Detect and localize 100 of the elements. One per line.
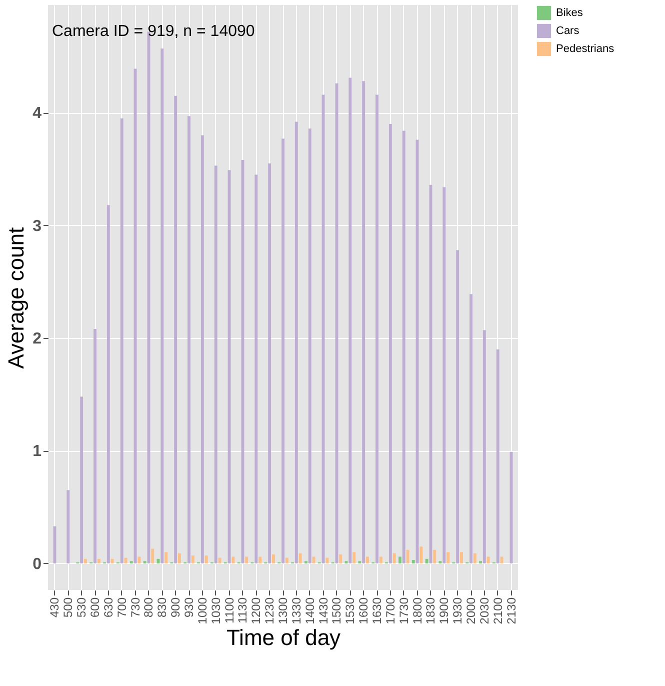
bar xyxy=(120,118,124,564)
bar xyxy=(294,122,298,564)
bar xyxy=(429,184,432,564)
x-tick-label: 2130 xyxy=(504,597,518,624)
bar xyxy=(80,396,84,564)
bar xyxy=(456,250,460,564)
x-tick-label: 1800 xyxy=(410,597,424,624)
bar xyxy=(84,558,87,564)
x-tick-label: 1630 xyxy=(370,597,384,624)
bar xyxy=(473,553,476,564)
bar xyxy=(191,556,194,564)
bar xyxy=(151,548,154,564)
x-tick-label: 1530 xyxy=(343,597,358,624)
bar xyxy=(298,553,302,564)
x-tick-label: 1930 xyxy=(450,597,465,624)
bar xyxy=(241,160,244,564)
x-tick-label: 2000 xyxy=(464,597,478,624)
bar xyxy=(376,94,378,564)
x-tick-label: 630 xyxy=(101,597,116,618)
x-axis-title: Time of day xyxy=(226,625,341,650)
bar xyxy=(388,124,392,564)
x-tick-label: 2030 xyxy=(477,597,492,624)
x-tick-label: 1100 xyxy=(222,597,236,624)
bar xyxy=(442,187,446,564)
bar xyxy=(282,138,284,564)
bar xyxy=(392,553,396,564)
y-axis-title: Average count xyxy=(4,227,29,369)
bar xyxy=(362,81,366,564)
annotation: Camera ID = 919, n = 14090 xyxy=(52,23,255,40)
x-tick-label: 1200 xyxy=(249,597,264,624)
bar xyxy=(228,170,231,564)
bar xyxy=(97,558,100,564)
bar xyxy=(482,330,486,564)
x-tick-label: 430 xyxy=(48,597,62,618)
x-tick-label: 1330 xyxy=(289,597,304,624)
bar xyxy=(66,490,70,564)
x-tick-label: 1900 xyxy=(437,597,452,624)
x-tick-label: 1830 xyxy=(424,597,438,624)
bar xyxy=(106,205,110,564)
bar xyxy=(412,560,415,564)
bar xyxy=(460,552,463,564)
bar xyxy=(285,558,288,564)
x-tick-label: 600 xyxy=(88,597,102,618)
x-tick-label: 530 xyxy=(74,597,89,618)
bar xyxy=(178,553,181,564)
x-tick-label: 1030 xyxy=(208,597,223,624)
bar xyxy=(254,174,258,564)
x-tick-label: 1000 xyxy=(195,597,210,624)
bar xyxy=(352,552,356,564)
bar xyxy=(200,135,204,564)
bar xyxy=(425,558,428,564)
bar xyxy=(164,552,168,564)
bar xyxy=(138,556,141,564)
bar xyxy=(188,116,190,564)
bar xyxy=(258,556,262,564)
bar xyxy=(339,554,342,564)
bar xyxy=(496,349,500,564)
bar xyxy=(366,556,369,564)
x-tick-label: 1230 xyxy=(262,597,277,624)
x-tick-label: 1500 xyxy=(330,597,344,624)
bar xyxy=(160,48,164,564)
bar xyxy=(322,94,325,564)
bar xyxy=(204,556,208,564)
x-tick-label: 1730 xyxy=(396,597,411,624)
legend-label: Cars xyxy=(556,25,580,37)
bar xyxy=(416,140,419,564)
legend-label: Bikes xyxy=(556,7,584,19)
bar xyxy=(174,96,178,564)
x-tick-label: 2100 xyxy=(490,597,505,624)
bar xyxy=(268,163,272,564)
bar xyxy=(326,558,329,564)
x-tick-label: 930 xyxy=(182,597,196,618)
y-tick-label: 3 xyxy=(32,218,42,235)
y-tick-label: 0 xyxy=(32,556,42,573)
x-tick-label: 1400 xyxy=(302,597,317,624)
bar xyxy=(420,546,423,564)
bar xyxy=(308,128,312,564)
x-tick-label: 900 xyxy=(168,597,183,618)
x-tick-label: 730 xyxy=(128,597,142,618)
bar xyxy=(348,78,352,564)
x-tick-label: 1430 xyxy=(316,597,330,624)
bar xyxy=(433,550,436,564)
bar xyxy=(470,294,472,564)
x-tick-label: 500 xyxy=(61,597,76,618)
bar xyxy=(214,166,218,564)
bar xyxy=(379,556,382,564)
bar xyxy=(94,329,96,564)
x-tick-label: 1600 xyxy=(356,597,371,624)
y-tick-label: 1 xyxy=(32,443,42,460)
bar xyxy=(245,556,248,564)
x-tick-label: 1300 xyxy=(276,597,290,624)
bar xyxy=(335,83,338,564)
bar xyxy=(398,556,402,564)
bar xyxy=(510,452,513,564)
bar xyxy=(446,552,450,564)
x-tick-label: 830 xyxy=(155,597,170,618)
y-tick-label: 2 xyxy=(32,330,42,348)
x-tick-label: 1130 xyxy=(236,597,250,624)
bar xyxy=(134,68,137,564)
bar xyxy=(272,554,275,564)
